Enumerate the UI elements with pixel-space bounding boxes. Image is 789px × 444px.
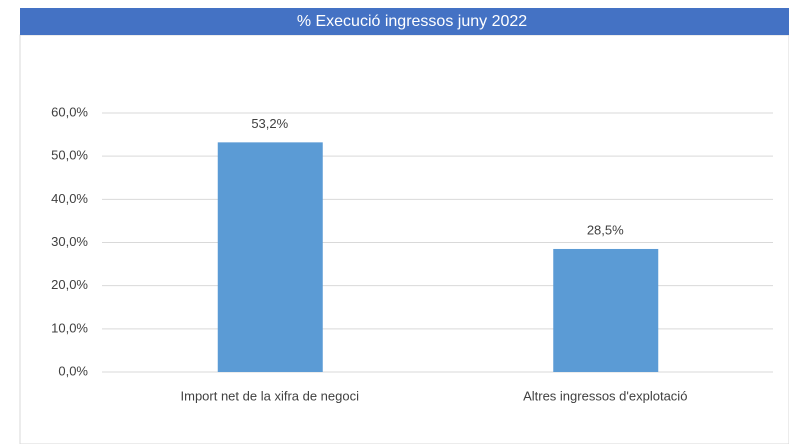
title-banner (20, 8, 789, 35)
data-label: 28,5% (587, 222, 624, 237)
y-tick-label: 50,0% (51, 148, 88, 163)
chart-frame (19, 34, 789, 444)
bar (217, 142, 323, 372)
bar (553, 248, 659, 372)
y-tick-label: 60,0% (51, 104, 88, 119)
y-tick-label: 10,0% (51, 320, 88, 335)
y-tick-label: 0,0% (58, 363, 88, 378)
y-tick-label: 40,0% (51, 191, 88, 206)
x-tick-label: Import net de la xifra de negoci (181, 388, 360, 403)
y-tick-label: 30,0% (51, 234, 88, 249)
x-tick-label: Altres ingressos d'explotació (523, 388, 687, 403)
data-label: 53,2% (251, 116, 288, 131)
chart-title: % Execució ingressos juny 2022 (297, 13, 527, 30)
y-tick-label: 20,0% (51, 277, 88, 292)
